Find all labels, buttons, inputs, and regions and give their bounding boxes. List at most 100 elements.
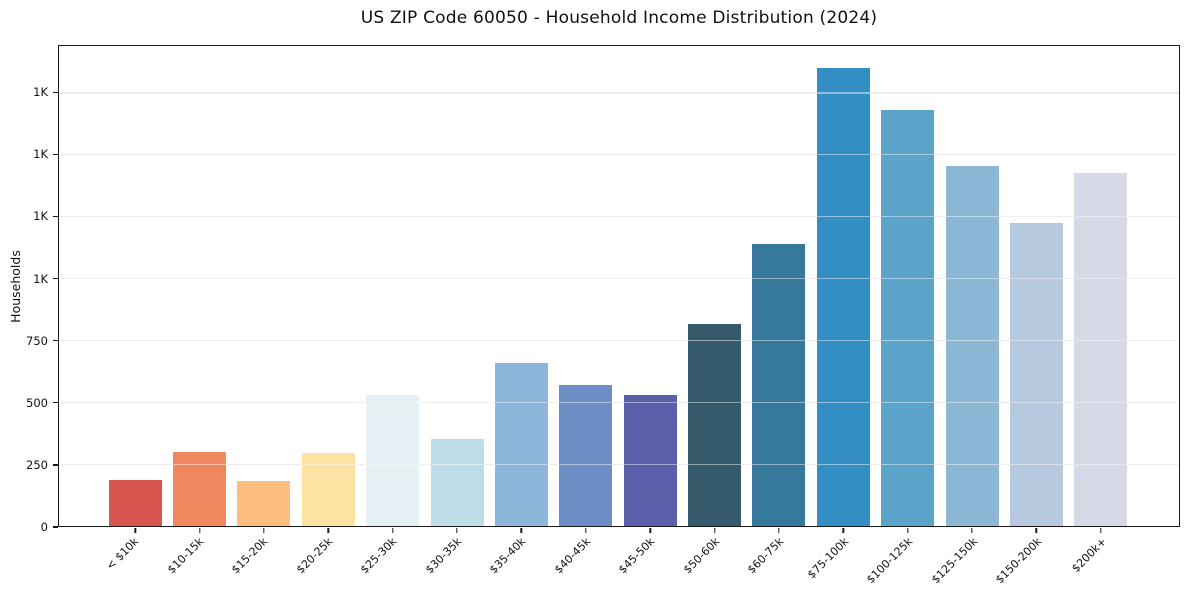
y-tick-label-1750: 1K: [33, 85, 48, 100]
y-tick-mark-750: [53, 339, 58, 342]
x-tick-mark-10-15k: [198, 527, 201, 533]
gridline-overlay-1750: [59, 92, 1179, 94]
gridline-500: [59, 401, 1179, 403]
bar-75-100k: [816, 68, 870, 526]
x-tick-label-150-200k: $150-200k: [993, 535, 1045, 587]
bar-100-125k: [881, 110, 935, 526]
bar-slot-15-20k: [232, 46, 296, 533]
bar-35-40k: [494, 362, 548, 526]
x-tick-mark-200k: [1100, 527, 1102, 533]
y-tick-mark-250: [53, 464, 58, 466]
bar-slot-20-25k: [296, 46, 360, 533]
bar-15-20k: [237, 481, 291, 526]
gridline-1500: [59, 154, 1179, 156]
y-tick-label-1000: 1K: [33, 271, 48, 286]
x-tick-label-125-150k: $125-150k: [928, 535, 980, 587]
gridline-1250: [59, 216, 1179, 218]
bar-slot-50-60k: [682, 46, 746, 533]
bar-50-60k: [688, 324, 742, 526]
bar-slot-45-50k: [618, 46, 682, 533]
y-tick-label-500: 500: [26, 395, 48, 410]
x-tick-label-200k: $200k+: [1068, 535, 1109, 576]
y-tick-mark-1500: [53, 153, 58, 156]
bar-slot-10k: [103, 46, 167, 533]
bar-slot-125-150k: [940, 46, 1004, 533]
x-tick-mark-75-100k: [842, 527, 845, 533]
gridlines-over: [59, 46, 1179, 526]
plot-area: [58, 45, 1180, 533]
chart-title: US ZIP Code 60050 - Household Income Dis…: [360, 8, 878, 28]
y-tick-mark-1250: [53, 215, 58, 218]
x-tick-mark-50-60k: [713, 527, 716, 533]
x-tick-label-75-100k: $75-100k: [804, 535, 851, 582]
y-tick-mark-0: [53, 526, 58, 528]
bar-20-25k: [301, 453, 355, 526]
y-tick-label-0: 0: [40, 520, 48, 534]
x-tick-label-10-15k: $10-15k: [164, 535, 206, 577]
y-tick-label-1250: 1K: [33, 209, 48, 224]
bar-slot-10-15k: [167, 46, 231, 533]
gridline-1000: [59, 278, 1179, 280]
x-tick-mark-150-200k: [1035, 527, 1038, 533]
x-tick-mark-60-75k: [778, 527, 780, 533]
x-axis-labels: < $10k $10-15k $15-20k $20-25k $25-30k $30-35…: [58, 527, 1180, 590]
x-tick-label-15-20k: $15-20k: [229, 535, 271, 577]
bar-45-50k: [623, 395, 677, 526]
gridline-overlay-750: [59, 339, 1179, 342]
bar-slot-35-40k: [489, 46, 553, 533]
gridline-overlay-1500: [59, 154, 1179, 156]
gridline-overlay-500: [59, 401, 1179, 403]
bar-slot-40-45k: [554, 46, 618, 533]
x-tick-label-60-75k: $60-75k: [745, 535, 787, 577]
gridline-overlay-250: [59, 463, 1179, 465]
bar-200k: [1074, 173, 1128, 526]
x-tick-mark-10k: [134, 527, 136, 533]
x-tick-label-45-50k: $45-50k: [616, 535, 658, 577]
y-tick-mark-500: [53, 402, 58, 404]
x-tick-label-10k: < $10k: [103, 535, 142, 573]
gridlines-under: [59, 46, 1179, 526]
y-tick-label-250: 250: [26, 457, 48, 472]
y-tick-mark-1750: [53, 91, 58, 93]
bar-30-35k: [430, 439, 484, 526]
y-axis-ticks: 0 250 500 750 1K 1K 1K 1K: [0, 45, 58, 534]
x-tick-mark-40-45k: [585, 527, 587, 533]
gridline-1750: [59, 92, 1179, 94]
bar-slot-75-100k: [811, 46, 875, 533]
x-tick-label-30-35k: $30-35k: [422, 535, 464, 577]
gridline-250: [59, 463, 1179, 465]
x-tick-label-50-60k: $50-60k: [680, 535, 722, 577]
bar-slot-60-75k: [747, 46, 811, 533]
bar-150-200k: [1009, 222, 1063, 526]
bar-slot-200k: [1069, 46, 1133, 533]
gridline-overlay-1250: [59, 216, 1179, 218]
gridline-750: [59, 339, 1179, 342]
x-tick-label-100-125k: $100-125k: [864, 535, 916, 587]
x-tick-mark-30-35k: [456, 527, 458, 533]
gridline-overlay-1000: [59, 278, 1179, 280]
x-tick-mark-20-25k: [327, 527, 330, 533]
bar-slot-150-200k: [1004, 46, 1068, 533]
bars-layer: [59, 46, 1179, 533]
bar-slot-30-35k: [425, 46, 489, 533]
x-tick-label-40-45k: $40-45k: [551, 535, 593, 577]
bar-125-150k: [945, 166, 999, 526]
bar-slot-100-125k: [876, 46, 940, 533]
y-tick-mark-1000: [53, 277, 58, 280]
bar-40-45k: [559, 384, 613, 526]
bar-10-15k: [173, 452, 227, 526]
y-tick-label-1500: 1K: [33, 147, 48, 162]
x-tick-mark-125-150k: [971, 527, 973, 533]
x-tick-mark-45-50k: [649, 527, 651, 533]
x-tick-label-20-25k: $20-25k: [293, 535, 335, 577]
x-tick-mark-15-20k: [263, 527, 265, 533]
x-tick-mark-25-30k: [391, 527, 394, 533]
bar-60-75k: [752, 243, 806, 526]
x-tick-mark-100-125k: [906, 527, 909, 533]
x-tick-label-25-30k: $25-30k: [358, 535, 400, 577]
y-tick-label-750: 750: [26, 333, 48, 348]
bar-slot-25-30k: [361, 46, 425, 533]
x-tick-mark-35-40k: [520, 527, 523, 533]
bar-25-30k: [366, 394, 420, 526]
